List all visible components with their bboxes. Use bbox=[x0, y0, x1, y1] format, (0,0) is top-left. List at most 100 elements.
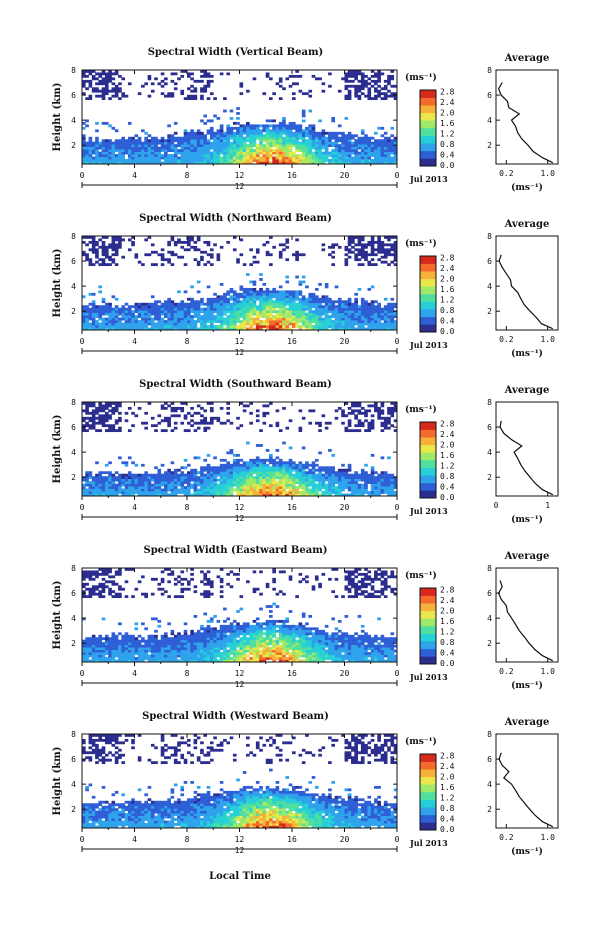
heatmap-cell bbox=[249, 149, 253, 152]
heatmap-cell bbox=[298, 136, 303, 140]
heatmap-cell bbox=[219, 481, 224, 484]
heatmap-cell bbox=[177, 483, 181, 487]
heatmap-cell bbox=[187, 236, 191, 239]
heatmap-cell bbox=[288, 488, 293, 492]
heatmap-cell bbox=[377, 84, 381, 88]
heatmap-cell bbox=[383, 486, 388, 489]
heatmap-cell bbox=[328, 491, 332, 494]
heatmap-cell bbox=[91, 570, 96, 574]
heatmap-cell bbox=[393, 491, 398, 494]
heatmap-cell bbox=[354, 161, 358, 165]
heatmap-cell bbox=[357, 327, 362, 331]
heatmap-cell bbox=[236, 486, 240, 489]
heatmap-cell bbox=[324, 317, 329, 321]
heatmap-cell bbox=[298, 461, 303, 465]
heatmap-cell bbox=[223, 491, 227, 494]
heatmap-cell bbox=[341, 411, 345, 415]
heatmap-cell bbox=[157, 305, 162, 309]
heatmap-cell bbox=[232, 466, 237, 470]
heatmap-cell bbox=[190, 129, 194, 133]
heatmap-cell bbox=[249, 488, 253, 492]
heatmap-cell bbox=[259, 300, 263, 304]
heatmap-cell bbox=[354, 300, 358, 304]
heatmap-cell bbox=[200, 481, 204, 484]
heatmap-cell bbox=[190, 297, 194, 301]
heatmap-cell bbox=[311, 154, 316, 157]
heatmap-cell bbox=[242, 305, 247, 309]
heatmap-cell bbox=[387, 236, 391, 239]
heatmap-cell bbox=[183, 325, 188, 328]
heatmap-cell bbox=[124, 307, 129, 311]
colorbar-tick-label: 0.4 bbox=[440, 150, 455, 159]
heatmap-cell bbox=[131, 644, 135, 648]
heatmap-cell bbox=[377, 414, 381, 418]
heatmap-cell bbox=[236, 136, 240, 140]
heatmap-cell bbox=[305, 473, 309, 477]
heatmap-cell bbox=[387, 409, 391, 413]
heatmap-cell bbox=[285, 275, 290, 279]
heatmap-cell bbox=[377, 156, 381, 160]
heatmap-cell bbox=[160, 154, 165, 157]
heatmap-cell bbox=[127, 315, 132, 318]
heatmap-cell bbox=[275, 456, 280, 460]
heatmap-cell bbox=[95, 429, 99, 433]
heatmap-cell bbox=[331, 305, 336, 309]
heatmap-cell bbox=[121, 144, 126, 148]
heatmap-cell bbox=[154, 144, 158, 148]
heatmap-cell bbox=[347, 159, 352, 162]
heatmap-cell bbox=[101, 141, 106, 145]
heatmap-cell bbox=[351, 146, 355, 150]
heatmap-cell bbox=[374, 305, 378, 309]
heatmap-cell bbox=[305, 463, 309, 467]
heatmap-cell bbox=[104, 72, 109, 76]
heatmap-cell bbox=[219, 136, 224, 140]
heatmap-cell bbox=[127, 493, 132, 497]
heatmap-cell bbox=[354, 317, 358, 321]
heatmap-cell bbox=[157, 141, 162, 145]
heatmap-cell bbox=[272, 144, 276, 148]
heatmap-cell bbox=[160, 253, 165, 257]
heatmap-cell bbox=[91, 416, 96, 420]
heatmap-cell bbox=[170, 471, 175, 475]
heatmap-cell bbox=[354, 404, 358, 408]
heatmap-cell bbox=[232, 463, 237, 467]
heatmap-cell bbox=[328, 317, 332, 321]
heatmap-cell bbox=[157, 493, 162, 497]
heatmap-cell bbox=[390, 161, 395, 165]
heatmap-cell bbox=[390, 322, 395, 326]
heatmap-cell bbox=[190, 317, 194, 321]
heatmap-cell bbox=[393, 302, 398, 306]
heatmap-cell bbox=[341, 161, 345, 165]
heatmap-cell bbox=[183, 141, 188, 145]
heatmap-cell bbox=[311, 488, 316, 492]
heatmap-cell bbox=[190, 146, 194, 150]
heatmap-cell bbox=[190, 414, 194, 418]
heatmap-cell bbox=[354, 327, 358, 331]
heatmap-cell bbox=[88, 263, 93, 267]
heatmap-cell bbox=[354, 402, 358, 405]
heatmap-cell bbox=[278, 126, 283, 130]
heatmap-cell bbox=[223, 292, 227, 296]
heatmap-cell bbox=[390, 253, 395, 257]
colorbar-tick-label: 2.8 bbox=[440, 87, 455, 96]
heatmap-cell bbox=[88, 404, 93, 408]
heatmap-cell bbox=[101, 139, 106, 143]
heatmap-cell bbox=[223, 486, 227, 489]
heatmap-cell bbox=[180, 144, 185, 148]
heatmap-cell bbox=[331, 154, 336, 157]
heatmap-cell bbox=[360, 297, 365, 301]
heatmap-cell bbox=[229, 468, 234, 472]
heatmap-cell bbox=[305, 312, 309, 316]
heatmap-cell bbox=[193, 161, 198, 165]
heatmap-cell bbox=[390, 146, 395, 150]
heatmap-cell bbox=[301, 131, 306, 135]
heatmap-cell bbox=[275, 131, 280, 135]
heatmap-cell bbox=[88, 481, 93, 484]
heatmap-cell bbox=[91, 637, 96, 641]
heatmap-cell bbox=[377, 146, 381, 150]
heatmap-cell bbox=[91, 243, 96, 247]
heatmap-cell bbox=[91, 250, 96, 254]
heatmap-cell bbox=[213, 315, 217, 318]
heatmap-cell bbox=[88, 79, 93, 83]
heatmap-cell bbox=[95, 659, 99, 663]
